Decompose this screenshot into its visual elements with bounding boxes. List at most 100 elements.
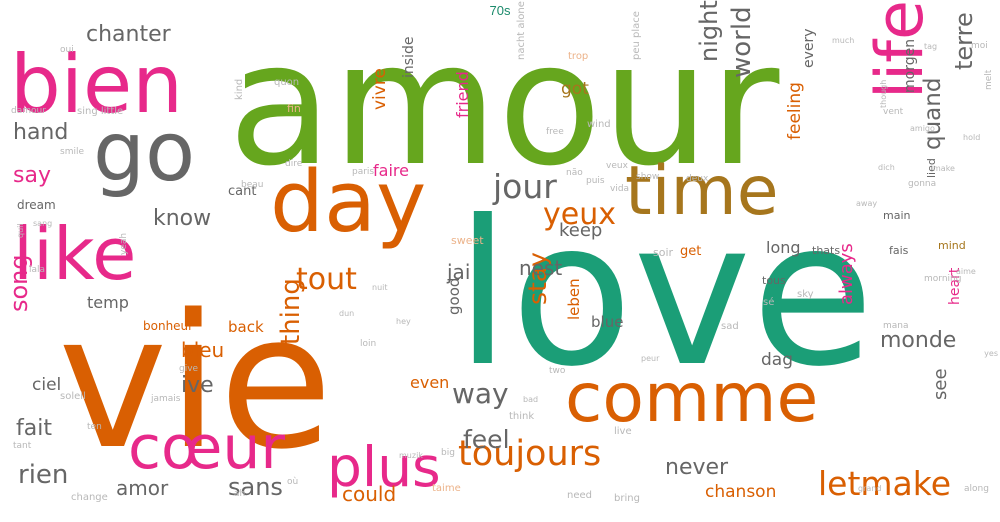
cloud-word: hold — [963, 133, 981, 142]
cloud-word: yes — [984, 349, 998, 358]
cloud-word: good — [445, 277, 463, 315]
cloud-word: got — [561, 79, 589, 99]
cloud-word: say — [13, 163, 51, 188]
cloud-word: amour — [228, 6, 780, 204]
cloud-word: back — [228, 318, 264, 336]
cloud-word: deux — [686, 174, 709, 184]
cloud-word: muzik — [399, 451, 423, 460]
cloud-word: plus — [327, 435, 441, 499]
cloud-word: sing little — [77, 106, 124, 117]
cloud-word: could — [342, 482, 397, 506]
cloud-word: night — [695, 0, 723, 62]
cloud-word: feel — [463, 425, 510, 454]
cloud-word: morning — [924, 274, 962, 284]
cloud-word: où — [287, 477, 299, 487]
cloud-word: show — [636, 172, 660, 182]
cloud-word: dun — [339, 309, 355, 318]
cloud-word: soleil — [60, 391, 86, 402]
cloud-word: time — [625, 152, 779, 231]
cloud-word: sans — [228, 473, 283, 501]
cloud-word: long — [766, 238, 801, 257]
cloud-word: yeux — [543, 197, 616, 232]
cloud-word: blue — [591, 313, 624, 331]
cloud-word: way — [452, 377, 509, 410]
cloud-word: bonheur — [143, 319, 194, 333]
cloud-word: yeah — [119, 232, 129, 255]
cloud-word: away — [856, 199, 878, 208]
cloud-word: bleu — [181, 338, 225, 362]
cloud-word: hand — [13, 120, 69, 145]
cloud-word: cœur — [128, 413, 286, 483]
cloud-word: faire — [373, 161, 409, 180]
cloud-word: nuit — [372, 283, 388, 292]
cloud-word: leben — [565, 278, 583, 320]
cloud-word: tous — [762, 274, 786, 287]
cloud-word: sé — [763, 297, 775, 308]
cloud-word: vent — [883, 107, 904, 117]
cloud-word: gonna — [908, 179, 937, 189]
cloud-word: nacht alone — [516, 1, 527, 60]
cloud-word: day — [270, 153, 427, 252]
cloud-word: nest — [519, 256, 563, 280]
cloud-word: free — [546, 127, 564, 137]
cloud-word: fin — [287, 102, 301, 115]
cloud-word: much — [832, 36, 855, 45]
cloud-word: always — [836, 243, 857, 305]
cloud-word: never — [665, 455, 729, 480]
cloud-word: paris — [352, 167, 375, 177]
cloud-word: sang — [33, 219, 53, 228]
cloud-word: think — [509, 411, 535, 422]
cloud-word: dag — [761, 350, 793, 370]
cloud-word: jour — [493, 167, 557, 206]
cloud-word: every — [801, 28, 817, 68]
cloud-word: não — [566, 168, 583, 178]
cloud-word: morgen — [902, 38, 918, 93]
cloud-word: live — [614, 426, 632, 437]
cloud-word: see — [930, 368, 951, 400]
cloud-word: quand — [920, 77, 946, 150]
cloud-word: world — [727, 6, 757, 78]
cloud-word: amor — [116, 476, 169, 500]
cloud-word: tag — [924, 42, 938, 51]
cloud-word: ciel — [32, 375, 62, 395]
cloud-word: big — [441, 448, 455, 458]
cloud-word: toujours — [458, 434, 602, 474]
cloud-word: make — [933, 164, 955, 173]
cloud-word: rien — [18, 460, 69, 490]
cloud-word: melt — [984, 69, 994, 90]
cloud-word: jamais — [151, 394, 181, 404]
cloud-word: ah — [234, 489, 246, 499]
cloud-word: dire — [285, 159, 303, 169]
cloud-word: wind — [587, 119, 611, 130]
cloud-word: chanson — [705, 482, 777, 502]
cloud-word: peur — [641, 354, 660, 363]
cloud-word: hey — [396, 317, 411, 326]
cloud-word: smile — [60, 147, 84, 157]
cloud-word: grand — [858, 484, 882, 493]
cloud-word: tant — [13, 441, 32, 451]
cloud-word: vie — [58, 274, 333, 490]
cloud-word: quon — [274, 77, 300, 88]
cloud-word: inside — [401, 36, 417, 78]
cloud-word: get — [680, 244, 702, 259]
cloud-word: sky — [797, 289, 814, 300]
cloud-word: monde — [880, 328, 957, 353]
cloud-word: two — [549, 366, 566, 376]
cloud-word: change — [71, 492, 108, 503]
cloud-word: fait — [16, 416, 52, 441]
cloud-word: vivre — [370, 68, 390, 110]
cloud-word: sweet — [451, 234, 484, 247]
cloud-word: ten — [87, 422, 102, 432]
cloud-word: puis — [586, 176, 605, 186]
cloud-word: fais — [889, 244, 909, 257]
cloud-word: go — [93, 105, 196, 200]
cloud-word: dream — [17, 198, 56, 212]
cloud-word: song — [5, 254, 33, 312]
cloud-word: tout — [296, 262, 357, 297]
cloud-word: vida — [610, 184, 630, 194]
cloud-word: taime — [432, 483, 461, 494]
cloud-word: chanter — [86, 22, 171, 47]
cloud-word: keep — [559, 220, 603, 241]
cloud-word: oui — [60, 45, 74, 55]
cloud-word: though — [879, 79, 888, 108]
